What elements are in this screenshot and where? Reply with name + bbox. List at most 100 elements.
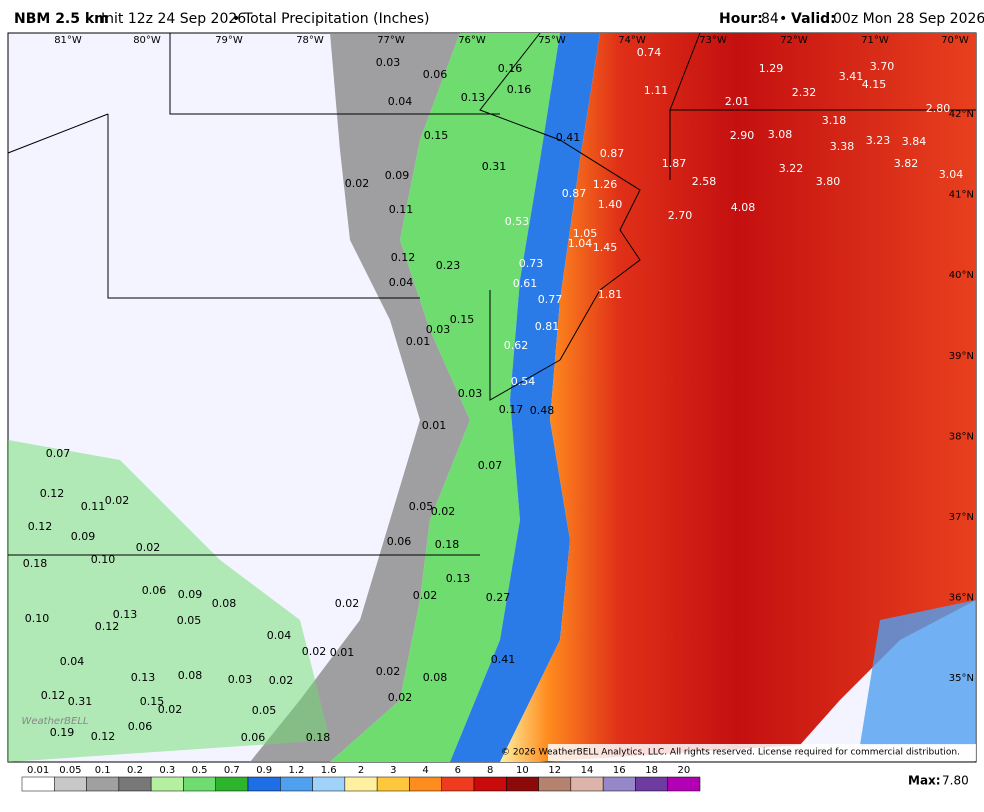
point-label: 0.09: [71, 530, 96, 543]
separator: •: [779, 11, 787, 27]
point-label: 0.02: [413, 589, 438, 602]
point-label: 0.02: [269, 674, 294, 687]
legend-label: 8: [487, 765, 493, 776]
point-label: 0.13: [446, 572, 471, 585]
longitude-label: 74°W: [618, 35, 646, 46]
point-label: 0.09: [385, 169, 410, 182]
legend-swatch: [150, 776, 184, 792]
legend-swatch: [118, 776, 152, 792]
point-label: 0.02: [105, 494, 130, 507]
point-label: 0.04: [388, 95, 413, 108]
legend-swatch: [312, 776, 346, 792]
point-label: 0.61: [513, 277, 538, 290]
legend-swatch: [280, 776, 313, 792]
model: NBM 2.5 km: [14, 11, 109, 27]
separator: •: [232, 11, 240, 27]
point-label: 0.12: [95, 620, 120, 633]
point-label: 0.73: [519, 257, 544, 270]
init: Init 12z 24 Sep 2026: [101, 11, 246, 27]
legend-swatch: [344, 776, 378, 792]
copyright-bg: [548, 744, 976, 761]
longitude-label: 70°W: [941, 35, 969, 46]
point-label: 0.06: [128, 720, 153, 733]
point-label: 3.80: [816, 175, 841, 188]
point-label: 0.12: [28, 520, 53, 533]
legend-swatch: [441, 776, 475, 792]
latitude-label: 38°N: [949, 431, 974, 442]
point-label: 0.41: [556, 131, 581, 144]
point-label: 0.04: [60, 655, 85, 668]
point-label: 0.74: [637, 46, 662, 59]
point-label: 0.53: [505, 215, 530, 228]
latitude-label: 39°N: [949, 351, 974, 362]
legend-label: 0.2: [127, 765, 143, 776]
legend-swatch: [21, 776, 55, 792]
legend-label: 3: [390, 765, 396, 776]
point-label: 0.12: [41, 689, 66, 702]
point-label: 0.18: [23, 557, 48, 570]
state-borders: [7, 32, 976, 556]
longitude-label: 79°W: [215, 35, 243, 46]
latitude-label: 37°N: [949, 512, 974, 523]
legend-swatch: [570, 776, 604, 792]
point-label: 0.02: [376, 665, 401, 678]
legend-swatch: [247, 776, 281, 792]
longitude-label: 80°W: [133, 35, 161, 46]
product: Total Precipitation (Inches): [243, 11, 430, 27]
point-label: 3.18: [822, 114, 847, 127]
point-label: 1.87: [662, 157, 687, 170]
point-label: 0.23: [436, 259, 461, 272]
point-label: 0.06: [142, 584, 167, 597]
point-label: 0.27: [486, 591, 511, 604]
point-label: 1.26: [593, 178, 618, 191]
longitude-label: 81°W: [54, 35, 82, 46]
point-label: 0.02: [302, 645, 327, 658]
point-label: 0.31: [68, 695, 93, 708]
point-label: 0.05: [252, 704, 277, 717]
point-label: 0.87: [562, 187, 587, 200]
point-label: 0.12: [391, 251, 416, 264]
legend-swatch: [86, 776, 120, 792]
point-label: 2.01: [725, 95, 750, 108]
latitude-label: 41°N: [949, 190, 974, 201]
point-label: 0.08: [423, 671, 448, 684]
point-label: 0.15: [450, 313, 475, 326]
point-label: 1.11: [644, 84, 669, 97]
legend-swatch: [602, 776, 636, 792]
point-label: 0.04: [267, 629, 292, 642]
point-label: 0.19: [50, 726, 75, 739]
point-label: 0.87: [600, 147, 625, 160]
longitude-label: 77°W: [377, 35, 405, 46]
heavy-rain-area: [500, 33, 976, 762]
point-label: 0.02: [158, 703, 183, 716]
point-label: 4.15: [862, 78, 887, 91]
point-label: 0.02: [431, 505, 456, 518]
point-label: 2.70: [668, 209, 693, 222]
point-label: 0.10: [25, 612, 50, 625]
legend-label: 0.05: [59, 765, 81, 776]
point-label: 0.05: [409, 500, 434, 513]
point-label: 1.29: [759, 62, 784, 75]
legend-label: 0.01: [27, 765, 49, 776]
legend-swatch: [215, 776, 249, 792]
point-label: 0.07: [478, 459, 503, 472]
latitude-label: 36°N: [949, 593, 974, 604]
valid: 00z Mon 28 Sep 2026: [833, 11, 984, 27]
point-label: 0.06: [241, 731, 266, 744]
legend-label: 18: [645, 765, 658, 776]
point-label: 0.18: [435, 538, 460, 551]
point-label: 1.45: [593, 241, 618, 254]
point-label: 0.01: [406, 335, 431, 348]
point-label: 3.41: [839, 70, 864, 83]
point-label: 0.48: [530, 404, 555, 417]
legend-swatch: [667, 776, 701, 792]
legend-label: 14: [581, 765, 594, 776]
point-label: 0.08: [178, 669, 203, 682]
point-label: 3.70: [870, 60, 895, 73]
legend-label: 0.1: [95, 765, 111, 776]
point-label: 0.12: [91, 730, 116, 743]
longitude-label: 73°W: [699, 35, 727, 46]
legend-swatch: [54, 776, 87, 792]
